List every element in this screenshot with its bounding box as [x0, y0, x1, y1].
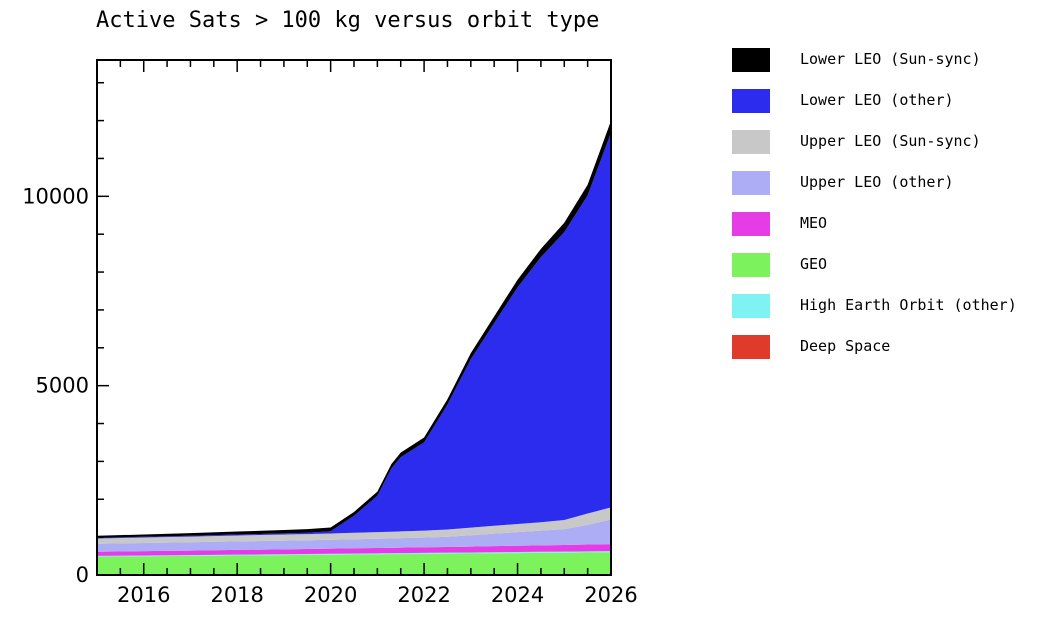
area-high-earth-orbit-other — [97, 551, 611, 557]
x-tick-label: 2026 — [584, 583, 637, 607]
legend-swatch — [732, 130, 770, 154]
area-lower-leo-other — [97, 132, 611, 539]
area-upper-leo-sun-sync — [97, 507, 611, 544]
legend-label: Lower LEO (Sun-sync) — [800, 50, 981, 68]
chart-title: Active Sats > 100 kg versus orbit type — [96, 8, 600, 33]
y-tick-label: 10000 — [22, 184, 89, 208]
legend-swatch — [732, 335, 770, 359]
legend-swatch — [732, 171, 770, 195]
x-tick-label: 2024 — [491, 583, 544, 607]
legend-label: Deep Space — [800, 337, 891, 355]
legend-swatch — [732, 89, 770, 113]
x-tick-label: 2020 — [304, 583, 357, 607]
x-tick-label: 2022 — [397, 583, 450, 607]
legend-label: Upper LEO (other) — [800, 173, 954, 191]
legend-label: High Earth Orbit (other) — [800, 296, 1017, 314]
x-tick-label: 2018 — [210, 583, 263, 607]
legend-label: GEO — [800, 255, 828, 273]
legend-swatch — [732, 48, 770, 72]
legend-swatch — [732, 294, 770, 318]
area-meo — [97, 544, 611, 556]
y-tick-label: 5000 — [36, 374, 89, 398]
legend-swatch — [732, 212, 770, 236]
legend-label: MEO — [800, 214, 828, 232]
area-geo — [97, 552, 611, 575]
area-upper-leo-other — [97, 519, 611, 552]
legend-swatch — [732, 253, 770, 277]
legend-label: Lower LEO (other) — [800, 91, 954, 109]
x-tick-label: 2016 — [117, 583, 170, 607]
y-tick-label: 0 — [76, 563, 89, 587]
legend-label: Upper LEO (Sun-sync) — [800, 132, 981, 150]
